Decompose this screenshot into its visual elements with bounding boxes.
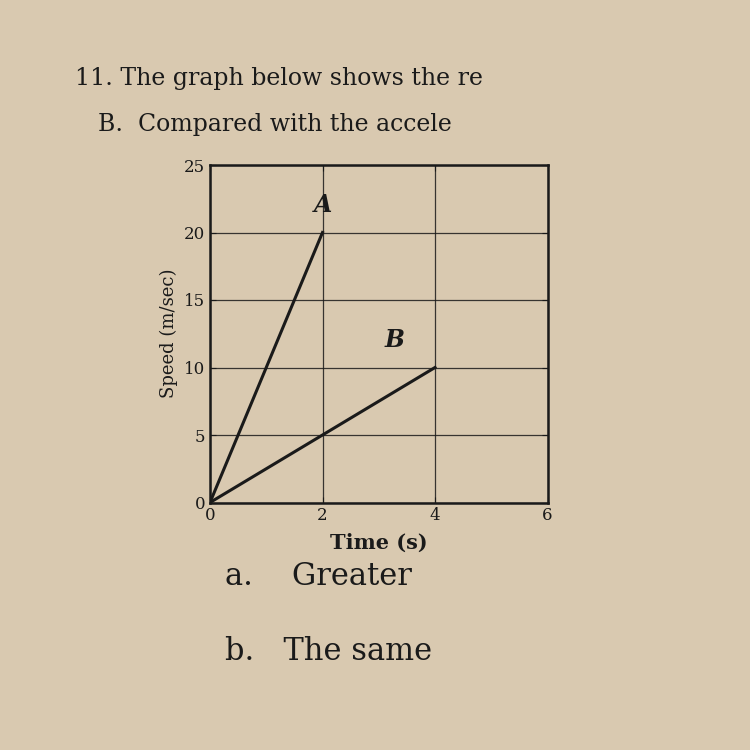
Text: 11. The graph below shows the re: 11. The graph below shows the re (75, 68, 483, 91)
X-axis label: Time (s): Time (s) (330, 532, 427, 553)
Y-axis label: Speed (m/sec): Speed (m/sec) (160, 269, 178, 398)
Text: B: B (384, 328, 404, 352)
Text: a.    Greater: a. Greater (225, 561, 412, 592)
Text: b.   The same: b. The same (225, 636, 432, 667)
Text: B.  Compared with the accele: B. Compared with the accele (98, 112, 452, 136)
Text: A: A (314, 194, 332, 217)
